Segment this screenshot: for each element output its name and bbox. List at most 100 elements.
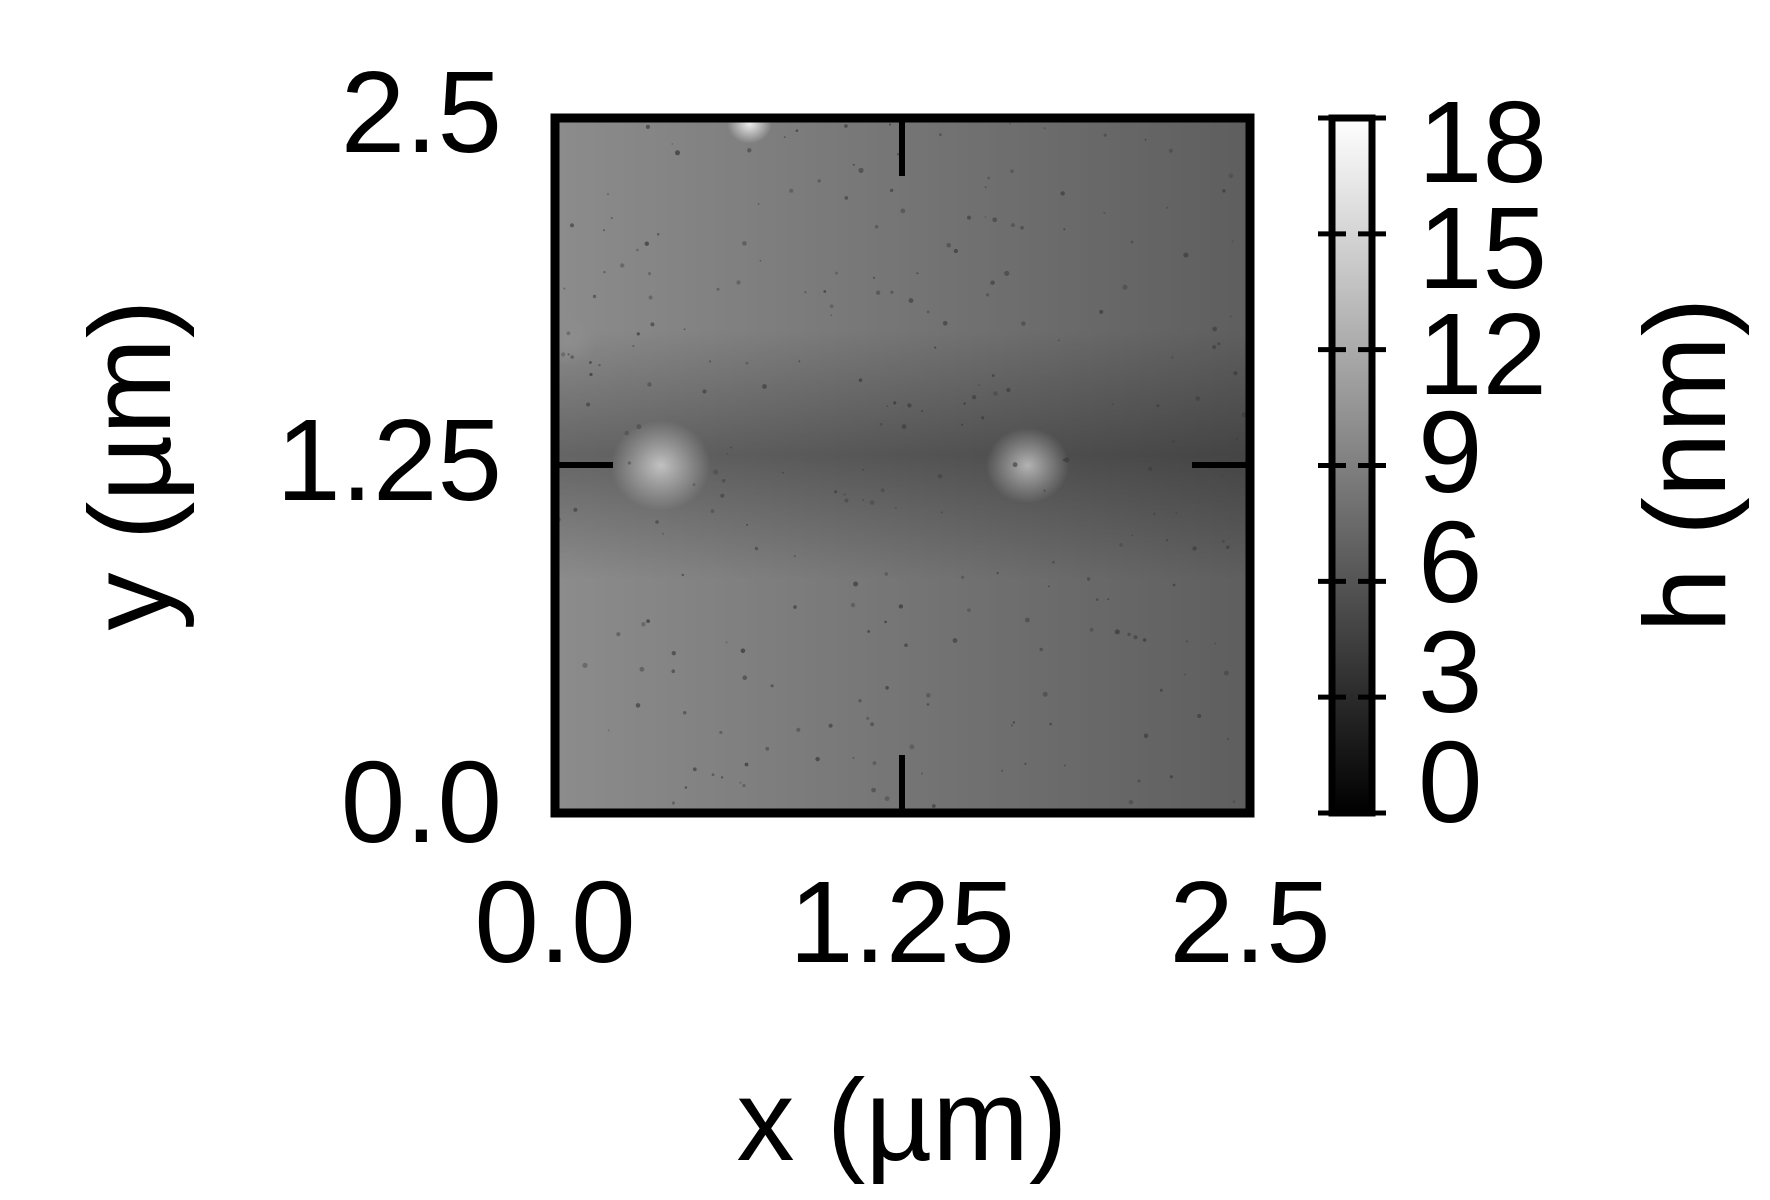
surface-speck — [710, 509, 715, 513]
surface-speck — [939, 133, 942, 137]
surface-speck — [1024, 762, 1027, 766]
colorbar-tick-label-12: 12 — [1418, 289, 1547, 419]
surface-speck — [569, 223, 575, 228]
surface-speck — [1222, 189, 1226, 193]
surface-speck — [1183, 252, 1189, 258]
surface-speck — [858, 167, 864, 173]
surface-speck — [719, 730, 723, 735]
surface-speck — [645, 124, 651, 129]
surface-speck — [711, 773, 715, 777]
surface-speck — [862, 469, 864, 471]
surface-speck — [573, 507, 578, 512]
surface-speck — [742, 241, 747, 246]
surface-speck — [1221, 474, 1223, 477]
surface-speck — [984, 186, 987, 189]
surface-speck — [889, 123, 892, 126]
surface-speck — [921, 410, 924, 412]
surface-speck — [1025, 617, 1030, 623]
surface-speck — [730, 446, 733, 449]
surface-speck — [960, 575, 965, 579]
surface-speck — [762, 384, 767, 389]
surface-speck — [1171, 356, 1174, 359]
surface-speck — [942, 321, 948, 326]
surface-speck — [1063, 228, 1066, 231]
surface-speck — [1185, 640, 1188, 643]
surface-speck — [683, 711, 687, 715]
surface-speck — [1130, 240, 1134, 244]
surface-speck — [993, 391, 998, 396]
surface-speck — [908, 298, 914, 303]
surface-speck — [1052, 560, 1055, 564]
surface-speck — [1043, 489, 1046, 492]
surface-speck — [986, 293, 990, 297]
surface-speck — [1064, 457, 1070, 463]
surface-speck — [610, 216, 613, 220]
surface-speck — [681, 573, 684, 577]
surface-speck — [632, 345, 635, 347]
surface-speck — [603, 229, 605, 232]
surface-speck — [1236, 438, 1238, 440]
surface-speck — [872, 761, 877, 766]
height-map-image — [555, 118, 1250, 813]
surface-speck — [770, 684, 774, 688]
surface-speck — [971, 395, 977, 400]
surface-speck — [720, 776, 724, 779]
surface-speck — [586, 402, 591, 407]
surface-speck — [684, 786, 688, 789]
surface-speck — [636, 332, 640, 336]
surface-speck — [1042, 691, 1048, 697]
height-feature — [555, 315, 597, 366]
surface-speck — [592, 294, 597, 299]
surface-speck — [713, 469, 719, 475]
surface-speck — [1229, 315, 1232, 318]
surface-speck — [884, 572, 888, 576]
surface-speck — [1103, 133, 1107, 137]
surface-speck — [671, 143, 674, 145]
surface-speck — [858, 699, 862, 703]
surface-speck — [1131, 534, 1134, 537]
surface-speck — [907, 403, 912, 408]
surface-speck — [656, 233, 660, 236]
surface-speck — [815, 756, 820, 762]
surface-speck — [1212, 344, 1217, 350]
surface-speck — [567, 353, 570, 356]
surface-speck — [884, 620, 887, 624]
surface-speck — [1047, 585, 1050, 588]
surface-speck — [1021, 321, 1026, 326]
surface-speck — [879, 422, 883, 426]
surface-speck — [798, 360, 801, 363]
surface-speck — [624, 430, 629, 436]
surface-speck — [834, 490, 838, 494]
surface-speck — [636, 424, 642, 430]
surface-speck — [1241, 412, 1247, 418]
surface-speck — [890, 188, 894, 192]
surface-speck — [1169, 775, 1173, 779]
surface-speck — [598, 364, 601, 367]
surface-speck — [616, 632, 621, 637]
x-tick-label-right: 2.5 — [1169, 857, 1330, 987]
surface-speck — [931, 804, 936, 808]
surface-speck — [789, 188, 794, 193]
surface-speck — [742, 675, 748, 680]
surface-speck — [871, 787, 876, 793]
surface-speck — [987, 176, 991, 180]
surface-speck — [636, 248, 639, 252]
surface-speck — [926, 693, 931, 698]
surface-speck — [607, 729, 610, 732]
surface-speck — [692, 767, 697, 772]
surface-speck — [757, 202, 760, 205]
surface-speck — [869, 500, 875, 505]
surface-speck — [858, 378, 863, 383]
surface-speck — [1010, 223, 1015, 228]
surface-speck — [745, 361, 749, 365]
surface-speck — [1057, 339, 1060, 342]
surface-speck — [1107, 598, 1110, 601]
surface-speck — [1004, 270, 1010, 276]
surface-speck — [692, 483, 696, 487]
surface-speck — [844, 498, 849, 503]
surface-speck — [1156, 404, 1160, 408]
surface-speck — [563, 287, 566, 290]
y-tick-label-mid: 1.25 — [276, 395, 502, 525]
surface-speck — [1122, 284, 1128, 290]
surface-speck — [726, 452, 729, 455]
